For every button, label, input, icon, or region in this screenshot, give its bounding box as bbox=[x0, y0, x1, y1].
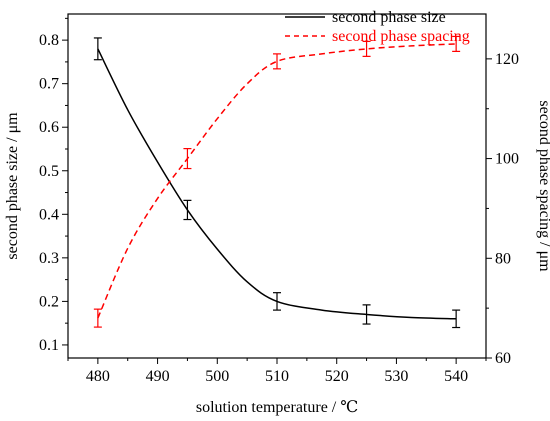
x-tick-label: 480 bbox=[86, 368, 110, 385]
errorbar-group bbox=[93, 35, 461, 329]
series-line-size bbox=[97, 48, 457, 320]
x-tick-label: 510 bbox=[265, 368, 289, 385]
legend-label-size: second phase size bbox=[332, 9, 446, 26]
right-tick-label: 60 bbox=[495, 350, 511, 367]
right-axis-ticks: 60 80 100 120 bbox=[486, 51, 519, 367]
legend: second phase size second phase spacing bbox=[285, 9, 470, 45]
x-axis-title: solution temperature / ℃ bbox=[196, 399, 358, 416]
x-tick-label: 530 bbox=[384, 368, 408, 385]
right-tick-label: 100 bbox=[495, 151, 519, 168]
left-axis-title: second phase size / μm bbox=[4, 112, 21, 260]
left-tick-label: 0.3 bbox=[39, 250, 59, 267]
legend-label-spacing: second phase spacing bbox=[332, 28, 470, 45]
series-line-spacing bbox=[97, 43, 457, 319]
left-tick-label: 0.5 bbox=[39, 163, 59, 180]
left-tick-label: 0.1 bbox=[39, 337, 59, 354]
x-tick-label: 490 bbox=[146, 368, 170, 385]
right-axis-title: second phase spacing / μm bbox=[536, 100, 550, 272]
left-tick-label: 0.8 bbox=[39, 32, 59, 49]
right-tick-label: 120 bbox=[495, 51, 519, 68]
x-tick-label: 500 bbox=[205, 368, 229, 385]
right-tick-label: 80 bbox=[495, 250, 511, 267]
series-group bbox=[97, 43, 457, 320]
left-tick-label: 0.7 bbox=[39, 76, 59, 93]
x-tick-label: 520 bbox=[325, 368, 349, 385]
x-axis-ticks: 480 490 500 510 520 530 540 bbox=[67, 358, 487, 385]
left-tick-label: 0.4 bbox=[39, 206, 59, 223]
x-tick-label: 540 bbox=[444, 368, 468, 385]
left-tick-label: 0.6 bbox=[39, 119, 59, 136]
left-axis-ticks: 0.1 0.2 0.3 0.4 0.5 0.6 0.7 0.8 bbox=[39, 17, 68, 354]
left-tick-label: 0.2 bbox=[39, 293, 59, 310]
